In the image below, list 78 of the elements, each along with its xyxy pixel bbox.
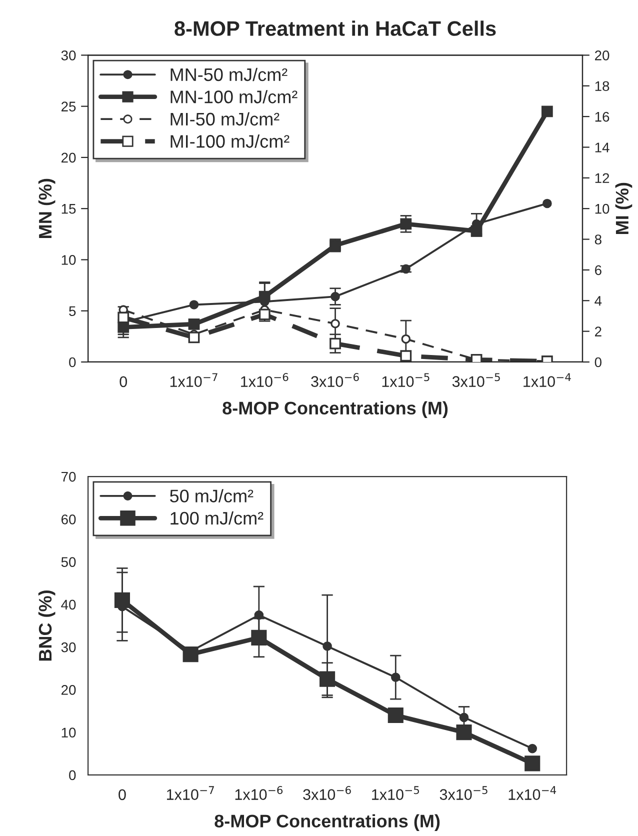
point (390, 672, 400, 682)
y2-tick-label: 2 (595, 326, 602, 336)
y-tick-label: 20 (61, 152, 76, 163)
x-tick-label: 1x10$^{−7}$ (166, 786, 214, 800)
point (330, 318, 340, 328)
x-tick-label: 1x10$^{−4}$ (508, 786, 556, 800)
x-tick-label: 3x10$^{−5}$ (440, 786, 488, 800)
point (456, 724, 472, 740)
point (528, 744, 538, 754)
point (322, 642, 332, 651)
legend-label: MI-100 mJ/cm² (170, 134, 290, 148)
y2-tick-label: 8 (594, 234, 602, 244)
point (258, 308, 270, 320)
y2-tick-label: 4 (594, 296, 602, 306)
y-tick-label: 15 (62, 204, 76, 214)
y-tick-label: 0 (69, 357, 76, 368)
point (114, 592, 130, 608)
point (459, 712, 469, 722)
y-tick-label: 25 (61, 102, 76, 112)
x-axis-title: 8-MOP Concentrations (M) (222, 401, 448, 418)
x-tick-label: 1x10$^{−6}$ (241, 373, 288, 387)
x-tick-label: 3x10$^{−6}$ (311, 373, 359, 387)
x-tick-label: 3x10$^{−6}$ (303, 786, 351, 800)
point (400, 350, 412, 362)
y2-tick-label: 14 (595, 142, 610, 152)
x-tick-label: 0 (118, 789, 126, 800)
x-tick-label: 1x10$^{−5}$ (372, 786, 420, 800)
y2-tick-label: 12 (595, 173, 610, 183)
y-tick-label: 30 (61, 50, 76, 60)
x-tick-label: 1x10$^{−5}$ (382, 373, 430, 387)
point (189, 300, 199, 310)
point (254, 610, 264, 620)
y2-tick-label: 0 (594, 357, 602, 368)
point (251, 630, 267, 646)
y-tick-label: 30 (61, 642, 76, 652)
x-axis-title: 8-MOP Concentrations (M) (214, 814, 440, 832)
point (388, 708, 404, 724)
point (188, 332, 200, 344)
point (258, 290, 270, 302)
y-tick-label: 20 (61, 685, 76, 695)
y-tick-label: 0 (69, 770, 76, 780)
y2-tick-label: 16 (595, 112, 610, 122)
y2-tick-label: 10 (595, 204, 610, 214)
y2-tick-label: 18 (595, 81, 610, 92)
y-tick-label: 40 (61, 600, 76, 610)
point (188, 318, 200, 330)
legend-label: MN-100 mJ/cm² (170, 90, 298, 104)
x-tick-label: 1x10$^{−6}$ (235, 786, 283, 800)
point (330, 292, 340, 302)
point (320, 671, 336, 687)
legend-label: MN-50 mJ/cm² (170, 68, 288, 82)
x-tick-label: 1x10$^{−4}$ (524, 373, 571, 387)
y-axis-title: BNC (%) (38, 590, 56, 661)
legend-label: 50 mJ/cm² (170, 489, 254, 502)
legend-label: MI-50 mJ/cm² (170, 112, 280, 126)
y-tick-label: 60 (61, 514, 76, 524)
x-tick-label: 0 (120, 376, 128, 388)
point (330, 338, 341, 350)
legend-label: 100 mJ/cm² (170, 511, 264, 525)
y-tick-label: 5 (69, 306, 76, 316)
point (118, 312, 130, 324)
y-tick-label: 50 (61, 557, 76, 567)
x-tick-label: 1x10$^{−7}$ (170, 373, 218, 387)
y2-tick-label: 6 (595, 265, 602, 276)
point (182, 646, 198, 662)
chart-title: 8-MOP Treatment in HaCaT Cells (174, 20, 496, 36)
y-tick-label: 10 (62, 255, 76, 265)
y-tick-label: 70 (62, 472, 76, 482)
point (524, 756, 540, 772)
point (401, 334, 411, 344)
point (541, 106, 553, 118)
point (400, 218, 412, 230)
y-axis-title: MN (%) (38, 178, 56, 238)
y-tick-label: 10 (62, 728, 76, 738)
y2-axis-title: MI (%) (615, 182, 632, 234)
x-tick-label: 3x10$^{−5}$ (452, 373, 500, 387)
y2-tick-label: 20 (595, 50, 610, 60)
point (542, 198, 552, 208)
